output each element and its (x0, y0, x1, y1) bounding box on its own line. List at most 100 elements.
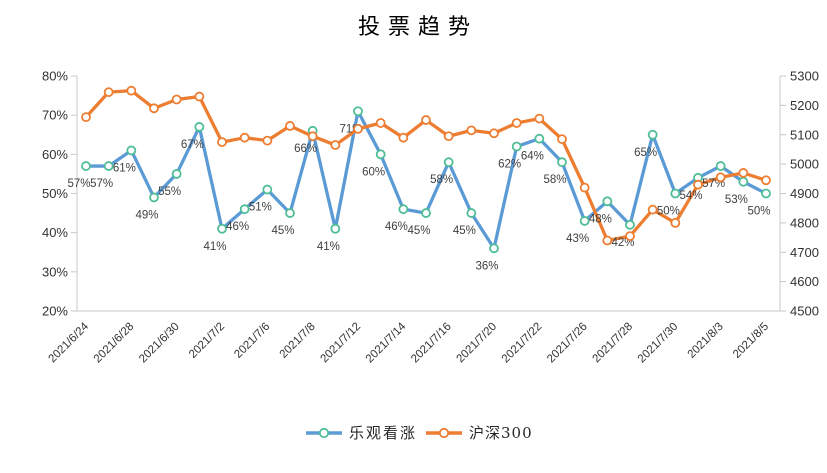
left-axis-tick-label: 60% (42, 147, 68, 162)
data-point-marker-s1 (353, 123, 363, 134)
data-label-s0: 55% (158, 186, 181, 198)
x-axis-tick-label: 2021/8/5 (731, 321, 771, 361)
data-point-marker-s0 (579, 216, 590, 226)
data-point-marker-s0 (262, 184, 273, 195)
data-point-marker-s0 (398, 204, 409, 215)
data-point-marker-s0 (738, 176, 749, 187)
left-axis-tick-label: 40% (42, 225, 68, 240)
data-label-s0: 66% (294, 143, 317, 155)
data-point-marker-s0 (375, 149, 386, 160)
data-point-marker-s1 (670, 217, 681, 228)
data-point-marker-s1 (443, 131, 454, 142)
right-axis-tick-label: 5300 (790, 69, 819, 84)
data-label-s0: 46% (385, 221, 408, 233)
data-point-marker-s1 (171, 94, 182, 105)
legend-marker-optimistic (318, 427, 330, 439)
right-axis-tick-label: 5100 (790, 127, 819, 142)
data-point-marker-s0 (625, 219, 635, 230)
data-label-s0: 57% (90, 178, 113, 190)
left-axis-tick-label: 80% (42, 69, 68, 84)
x-axis-tick-label: 2021/7/28 (590, 321, 635, 366)
data-point-marker-s1 (217, 137, 227, 147)
data-label-s0: 61% (113, 162, 136, 174)
x-axis-tick-label: 2021/6/24 (46, 320, 91, 365)
right-axis-tick-label: 5000 (790, 157, 819, 172)
data-point-marker-s1 (262, 135, 273, 146)
data-point-marker-s0 (534, 133, 545, 144)
data-point-marker-s1 (579, 182, 590, 193)
right-axis-tick-label: 4600 (790, 274, 819, 289)
x-axis-tick-label: 2021/7/12 (318, 321, 363, 366)
x-axis-tick-label: 2021/7/30 (636, 321, 681, 366)
data-point-marker-s0 (511, 141, 522, 152)
data-point-marker-s0 (421, 208, 431, 218)
data-point-marker-s0 (330, 223, 341, 234)
data-label-s0: 48% (589, 213, 612, 225)
data-point-marker-s0 (194, 122, 205, 132)
data-point-marker-s0 (239, 204, 250, 215)
data-point-marker-s1 (693, 179, 703, 190)
data-label-s0: 45% (271, 225, 294, 237)
data-point-marker-s1 (285, 121, 295, 131)
data-point-marker-s1 (647, 204, 658, 215)
data-point-marker-s0 (126, 145, 137, 156)
data-point-marker-s1 (330, 140, 341, 150)
data-label-s0: 43% (566, 233, 589, 245)
chart-legend: 乐观看涨 沪深300 (306, 424, 533, 442)
data-point-marker-s1 (194, 91, 205, 102)
data-point-marker-s0 (285, 208, 295, 218)
data-label-s0: 58% (430, 174, 453, 186)
data-point-marker-s1 (239, 132, 250, 143)
data-point-marker-s0 (443, 157, 454, 168)
data-point-marker-s0 (602, 196, 613, 207)
legend-marker-csi300 (438, 427, 450, 439)
data-label-s0: 45% (453, 225, 476, 237)
right-axis-tick-label: 4800 (790, 215, 819, 230)
data-point-marker-s1 (375, 118, 386, 128)
data-point-marker-s0 (761, 188, 771, 199)
left-axis-tick-label: 50% (42, 186, 68, 201)
x-axis-tick-label: 2021/7/16 (409, 321, 454, 366)
plot-area: 80% 70% 60% 50% 40% 30% 20% 5300 5200 5100 5000 490… (42, 69, 819, 366)
x-axis-tick-label: 2021/8/3 (686, 321, 726, 361)
data-label-s0: 49% (135, 209, 158, 221)
data-point-marker-s0 (670, 188, 681, 199)
data-point-marker-s1 (81, 112, 91, 123)
right-axis-tick-label: 4500 (790, 304, 819, 319)
x-axis-tick-label: 2021/7/6 (232, 321, 272, 361)
data-point-marker-s1 (602, 235, 613, 246)
left-axis-tick-label: 30% (42, 264, 68, 279)
data-label-s0: 62% (498, 159, 521, 171)
x-axis-tick-label: 2021/6/30 (137, 321, 182, 366)
data-point-marker-s1 (738, 168, 749, 178)
data-point-marker-s1 (149, 103, 159, 114)
data-label-s0: 41% (203, 241, 226, 253)
data-label-s0: 65% (634, 147, 657, 159)
data-point-marker-s0 (466, 208, 477, 218)
data-label-s0: 67% (181, 139, 204, 151)
chart-title: 投票趋势 (358, 15, 478, 40)
x-axis-tick-label: 2021/7/8 (278, 321, 318, 361)
data-point-marker-s1 (715, 172, 726, 183)
data-label-s0: 41% (317, 241, 340, 253)
data-label-s0: 50% (657, 206, 680, 218)
data-point-marker-s1 (625, 231, 635, 241)
data-label-s0: 53% (725, 194, 748, 206)
data-point-marker-s1 (489, 128, 499, 139)
data-label-s0: 50% (747, 206, 770, 218)
legend-label-csi300: 沪深300 (469, 424, 533, 442)
x-axis-tick-label: 2021/6/28 (92, 321, 137, 366)
right-axis-tick-label: 4900 (790, 186, 819, 201)
data-point-marker-s1 (557, 134, 567, 145)
data-point-marker-s1 (511, 118, 522, 128)
data-label-s0: 58% (543, 174, 566, 186)
data-point-marker-s1 (761, 175, 771, 186)
data-point-marker-s1 (126, 85, 137, 96)
data-label-s0: 36% (475, 260, 498, 272)
data-point-marker-s0 (489, 243, 499, 254)
data-label-s0: 54% (679, 190, 702, 202)
left-axis-tick-label: 70% (42, 108, 68, 123)
data-point-marker-s0 (557, 157, 567, 168)
